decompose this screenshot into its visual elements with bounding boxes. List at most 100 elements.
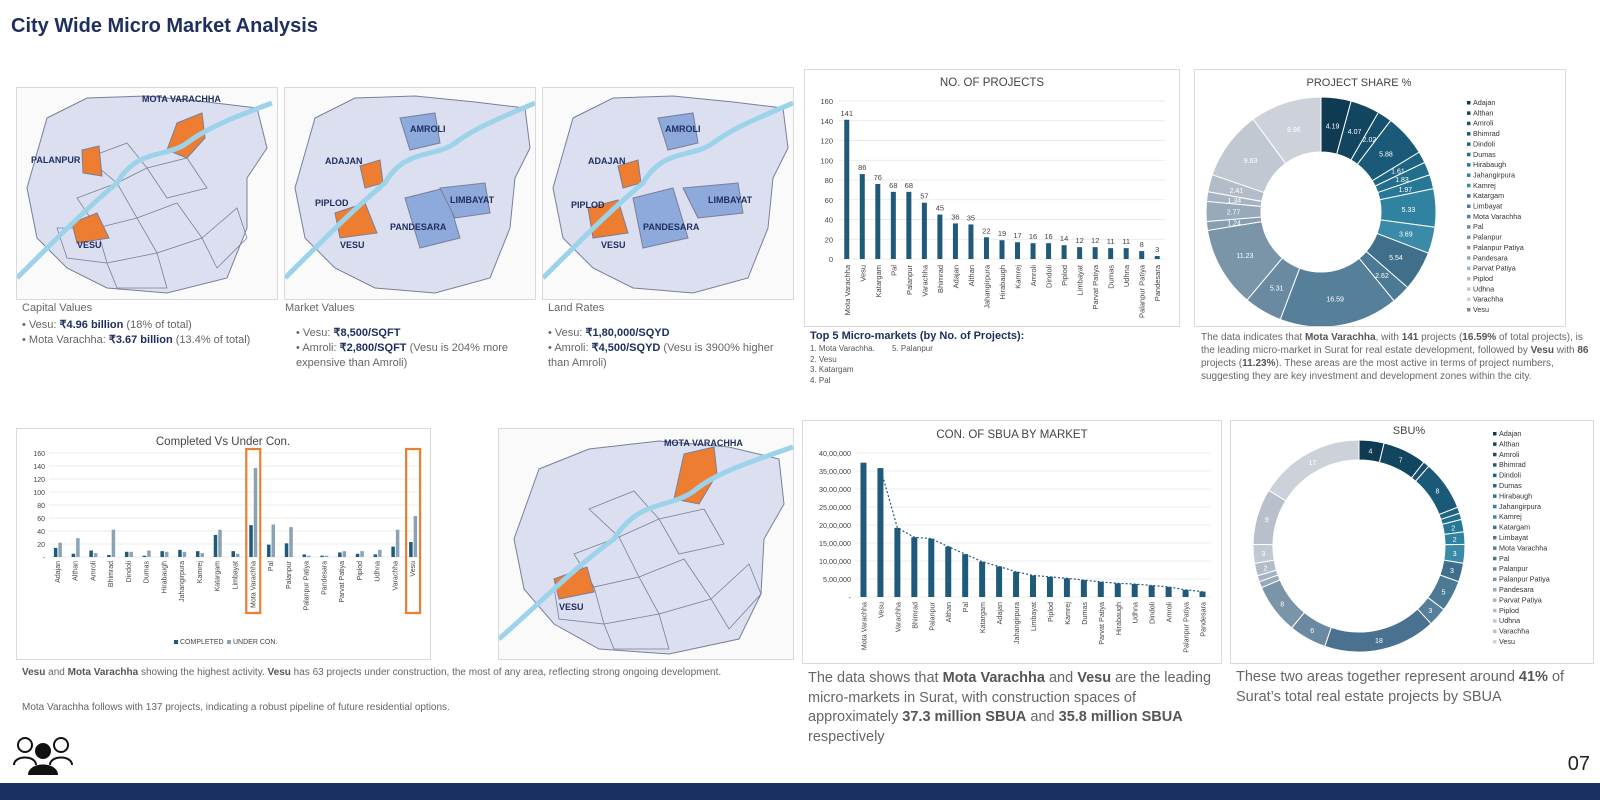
y-tick-label: 100 — [33, 490, 45, 497]
bar — [945, 546, 952, 597]
slice-label: 2.41 — [1229, 188, 1243, 195]
bar-under-construction — [378, 549, 382, 557]
x-tick-label: Piplod — [1046, 602, 1055, 622]
legend-swatch — [1493, 536, 1497, 540]
legend-swatch — [1493, 442, 1497, 446]
bar — [1108, 248, 1114, 259]
x-tick-label: Palanpur Patiya — [304, 561, 311, 611]
data-label: 16 — [1044, 232, 1052, 241]
map-graphic: AMROLI ADAJAN PIPLOD LIMBAYAT PANDESARA … — [285, 88, 535, 299]
bar-completed — [107, 555, 111, 557]
legend-label: Udhna — [1473, 284, 1494, 293]
top5-item: 4. Pal — [810, 375, 831, 385]
x-tick-label: Adajan — [951, 265, 960, 288]
x-tick-label: Varachha — [893, 602, 902, 632]
slice-label: 4.19 — [1326, 123, 1340, 130]
map-label: VESU — [77, 240, 102, 250]
legend-label: Vesu — [1499, 637, 1515, 646]
legend-label: Piplod — [1499, 606, 1519, 615]
bar-completed — [160, 551, 164, 557]
bar — [1123, 248, 1129, 259]
slice-label: 5.31 — [1270, 285, 1284, 292]
x-tick-label: Vesu — [858, 265, 867, 282]
legend-swatch — [1493, 515, 1497, 519]
slice-label: 3 — [1450, 568, 1454, 575]
slice-label: 1.97 — [1399, 187, 1413, 194]
x-tick-label: Pal — [961, 602, 970, 613]
map-label: MOTA VARACHHA — [664, 438, 743, 448]
bar — [1148, 585, 1155, 597]
legend-swatch — [1493, 608, 1497, 613]
legend-label: Adajan — [1473, 98, 1495, 107]
bar-under-construction — [395, 529, 400, 557]
bar-under-construction — [253, 467, 258, 557]
x-tick-label: Amroli — [90, 561, 97, 581]
land-rates-map: AMROLI ADAJAN PIPLOD LIMBAYAT PANDESARA … — [542, 87, 794, 300]
slice-label: 5 — [1442, 589, 1446, 596]
bar — [906, 191, 912, 259]
x-tick-label: Adajan — [55, 561, 62, 583]
data-label: 11 — [1122, 237, 1130, 246]
data-label: 35 — [967, 213, 975, 222]
data-label: 19 — [998, 229, 1006, 238]
chart-title: NO. OF PROJECTS — [940, 77, 1044, 89]
legend-label: Dindoli — [1499, 471, 1521, 480]
y-tick-label: 40 — [825, 216, 833, 225]
capital-values-caption: Capital Values — [22, 302, 93, 314]
map-label: VESU — [340, 240, 365, 250]
project-share-text: The data indicates that Mota Varachha, w… — [1201, 332, 1589, 382]
bar-completed — [195, 551, 200, 557]
data-label: 12 — [1091, 236, 1099, 245]
legend-label: Palanpur — [1473, 233, 1502, 242]
x-tick-label: Dumas — [1080, 602, 1089, 625]
data-label: 45 — [936, 204, 944, 213]
legend-swatch — [1467, 276, 1471, 281]
legend-label: Katargam — [1473, 191, 1504, 200]
bar — [1165, 586, 1172, 597]
x-tick-label: Mota Varachha — [859, 602, 868, 650]
bar-completed — [391, 546, 395, 557]
bar — [894, 527, 901, 597]
x-tick-label: Jahangirpura — [179, 561, 186, 602]
project-share-svg: PROJECT SHARE % 4.19 4.072.025.88 1.61 1.83 1… — [1205, 77, 1524, 328]
legend-swatch — [1467, 194, 1471, 198]
data-label: 68 — [889, 181, 897, 190]
x-tick-label: Palanpur — [905, 265, 914, 296]
map-label: LIMBAYAT — [450, 195, 495, 205]
map-graphic: MOTA VARACHHA PALANPUR VESU — [17, 88, 277, 299]
map-label: PIPLOD — [571, 200, 605, 210]
y-tick-label: 140 — [33, 464, 45, 471]
footer-bar — [0, 783, 1600, 800]
bar — [1077, 247, 1083, 259]
x-tick-label: Udhna — [1131, 602, 1140, 623]
legend-swatch — [1493, 588, 1497, 592]
slice-label: 3 — [1261, 551, 1265, 558]
x-tick-label: Katargam — [978, 602, 987, 633]
x-tick-label: Mota Varachha — [843, 264, 852, 315]
x-tick-label: Piplod — [357, 561, 364, 581]
legend-label: Varachha — [1499, 627, 1529, 636]
slice-label: 16.59 — [1326, 296, 1344, 303]
legend-label: Limbayat — [1499, 533, 1528, 542]
bar-completed — [53, 547, 58, 557]
bar-completed — [320, 555, 324, 557]
bar — [1013, 571, 1020, 597]
bar — [962, 554, 969, 597]
legend-label: Hirabaugh — [1473, 160, 1506, 169]
legend-swatch — [1467, 101, 1471, 105]
legend-swatch — [1493, 484, 1497, 488]
chart-title: Completed Vs Under Con. — [156, 436, 290, 448]
legend-swatch — [1493, 525, 1497, 530]
slice-label: 2.62 — [1375, 273, 1389, 280]
bar — [979, 561, 986, 597]
legend-label: Hirabaugh — [1499, 491, 1532, 500]
data-label: 22 — [982, 226, 990, 235]
x-tick-label: Piplod — [1060, 265, 1069, 286]
map-label: PIPLOD — [315, 198, 349, 208]
legend-swatch — [1467, 287, 1471, 291]
map-label: PALANPUR — [31, 155, 81, 165]
page-number: 07 — [1567, 753, 1590, 775]
legend-label: Vesu — [1473, 305, 1489, 314]
legend-label: Pandesara — [1499, 585, 1534, 594]
sbua-text: The data shows that Mota Varachha and Ve… — [808, 670, 1212, 745]
